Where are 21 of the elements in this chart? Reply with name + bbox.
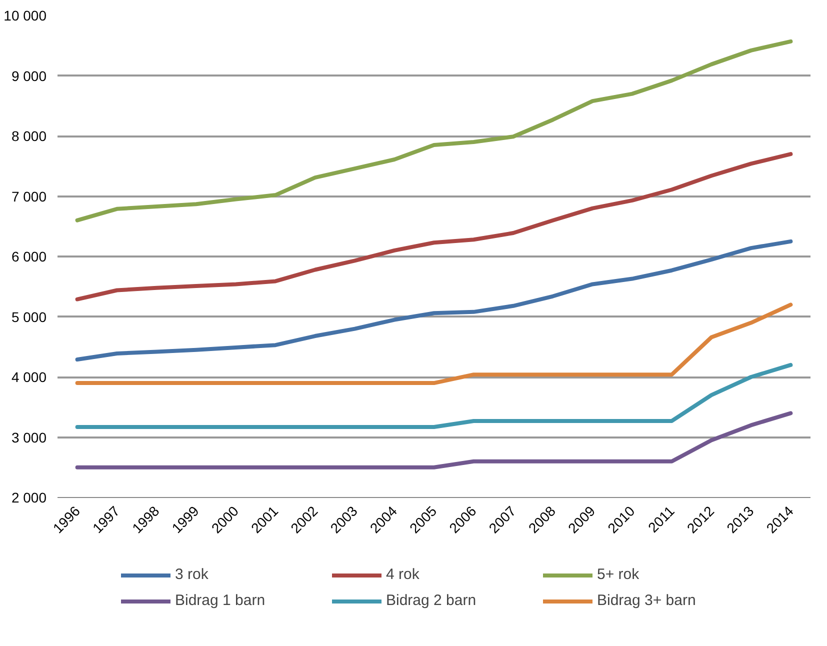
y-tick-label: 7 000: [11, 188, 47, 204]
line-series: [75, 239, 793, 362]
legend-label: 4 rok: [386, 566, 420, 583]
y-tick-label: 4 000: [11, 369, 47, 385]
legend-label: Bidrag 2 barn: [386, 592, 478, 609]
line-series: [75, 362, 793, 430]
legend-label: Bidrag 3+ barn: [597, 592, 697, 609]
legend-label: Bidrag 1 barn: [175, 592, 266, 609]
legend-label: 5+ rok: [597, 566, 640, 583]
line-series: [75, 39, 793, 222]
y-tick-label: 8 000: [11, 128, 47, 144]
line-series: [75, 302, 793, 386]
y-tick-label: 2 000: [11, 490, 47, 506]
y-tick-label: 3 000: [11, 429, 47, 446]
y-tick-label: 5 000: [11, 308, 47, 325]
legend-label: 3 rok: [175, 566, 210, 583]
line-series: [75, 411, 793, 470]
line-series: [75, 152, 793, 302]
y-tick-label: 10 000: [4, 8, 47, 24]
y-tick-label: 9 000: [11, 68, 47, 84]
y-tick-label: 6 000: [11, 248, 47, 264]
